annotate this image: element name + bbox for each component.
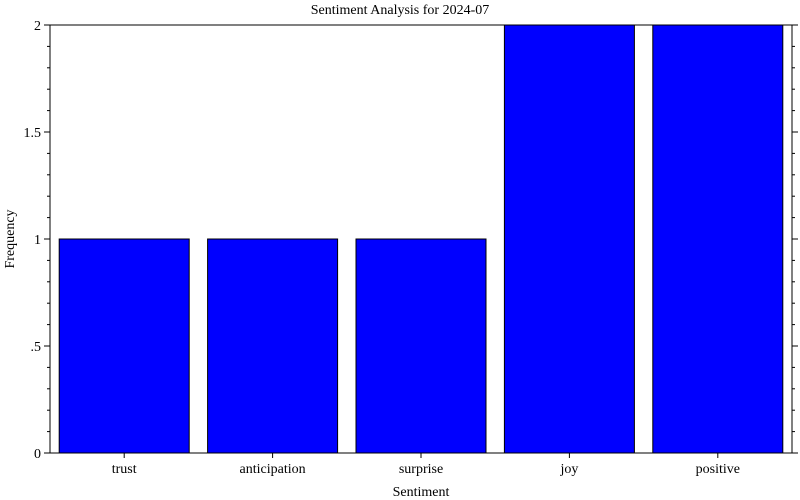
bar-anticipation (207, 238, 339, 454)
bar-surprise (355, 238, 487, 454)
x-axis-label: Sentiment (393, 485, 450, 500)
x-tick-label-surprise: surprise (399, 462, 443, 477)
bar-joy (503, 24, 635, 454)
x-tick-label-positive: positive (696, 462, 740, 477)
bar-trust (58, 238, 190, 454)
y-axis-label: Frequency (3, 209, 18, 268)
y-tick-label: 1 (34, 233, 41, 248)
bar-positive (652, 24, 784, 454)
x-tick-label-anticipation: anticipation (240, 462, 306, 477)
x-tick-label-joy: joy (559, 462, 578, 477)
x-tick-label-trust: trust (112, 462, 137, 477)
chart-title: Sentiment Analysis for 2024-07 (311, 3, 490, 18)
y-tick-label: 2 (34, 19, 41, 34)
y-tick-label: 0 (34, 447, 41, 462)
y-tick-label: 1.5 (24, 126, 42, 141)
plot-area: trust anticipation surprise joy positive 0 .5 1… (24, 19, 798, 477)
y-tick-label: .5 (31, 340, 42, 355)
